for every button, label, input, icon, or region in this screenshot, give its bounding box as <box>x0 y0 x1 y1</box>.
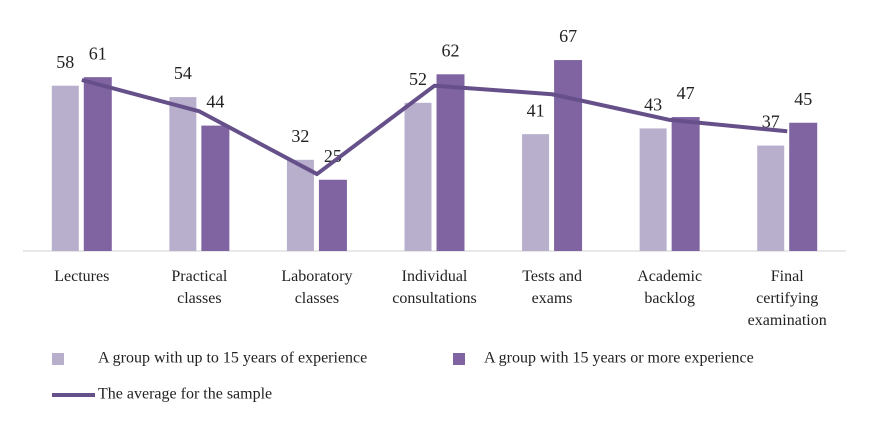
legend-swatch <box>453 353 465 365</box>
line-series <box>81 78 788 177</box>
bar <box>51 85 79 251</box>
data-label: 32 <box>291 126 309 146</box>
bar <box>83 77 112 252</box>
data-label: 43 <box>644 95 662 115</box>
x-tick-label: Individual consultations <box>392 268 476 307</box>
bar <box>522 134 550 251</box>
x-tick-label: Tests and exams <box>522 268 582 307</box>
x-tick-label: Practical classes <box>171 268 228 307</box>
bar <box>554 60 583 251</box>
bar <box>169 97 197 251</box>
bar <box>639 128 667 251</box>
data-label: 67 <box>559 26 577 46</box>
legend-label: A group with 15 years or more experience <box>484 350 754 367</box>
data-label: 37 <box>762 112 780 132</box>
data-label: 44 <box>206 92 224 112</box>
bar <box>286 159 314 251</box>
x-tick-label: Laboratory classes <box>281 268 352 307</box>
bar <box>201 125 230 251</box>
data-label: 58 <box>56 52 74 72</box>
data-label: 61 <box>89 43 107 63</box>
x-tick-label: Final certifying examination <box>748 268 827 329</box>
data-label: 54 <box>174 63 192 83</box>
data-label: 45 <box>794 89 812 109</box>
bar <box>318 179 347 251</box>
bar <box>789 122 818 251</box>
legend-swatch <box>52 353 64 365</box>
legend-label: The average for the sample <box>98 386 272 403</box>
bar <box>404 102 432 251</box>
bar <box>436 74 465 251</box>
legend-label: A group with up to 15 years of experienc… <box>98 350 367 367</box>
x-tick-label: Lectures <box>54 268 109 285</box>
data-label: 41 <box>527 100 545 120</box>
bar <box>757 145 785 251</box>
bar <box>671 117 700 251</box>
x-tick-label: Academic backlog <box>637 268 702 307</box>
data-label: 52 <box>409 69 427 89</box>
data-label: 47 <box>677 83 695 103</box>
data-label: 62 <box>442 40 460 60</box>
